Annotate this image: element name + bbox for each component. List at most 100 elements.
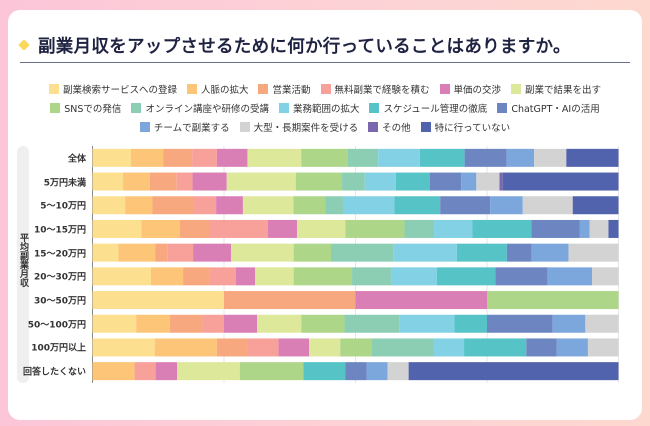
legend-label: チームで副業する <box>153 123 230 134</box>
bar-segment <box>136 314 170 333</box>
legend-item: 業務範囲の拡大 <box>278 101 359 115</box>
category-label: 回答したくない <box>22 367 86 378</box>
bar-segment <box>568 243 619 262</box>
legend-swatch <box>186 84 197 94</box>
legend-item: 特に行っていない <box>420 120 511 134</box>
legend-label: 特に行っていない <box>434 123 511 134</box>
bar-segment <box>331 243 394 262</box>
bar-segment <box>419 148 465 167</box>
bar-segment <box>167 243 194 262</box>
bar-segment <box>92 267 151 286</box>
bar-segment <box>344 314 400 333</box>
bar-segment <box>193 196 217 215</box>
bar-segment <box>226 172 296 191</box>
legend-item: ChatGPT・AIの活用 <box>497 101 600 115</box>
legend-swatch <box>420 122 431 132</box>
bar-segment <box>92 172 124 191</box>
bar-segment <box>268 219 297 238</box>
legend-item: SNSでの発信 <box>50 101 121 115</box>
category-label: 全体 <box>67 154 86 165</box>
bar-segment <box>150 267 184 286</box>
bar-segment <box>123 172 150 191</box>
legend-swatch <box>278 103 289 113</box>
bar-segment <box>579 219 590 238</box>
bar-segment <box>487 314 553 333</box>
legend-swatch <box>368 122 379 132</box>
bar-segment <box>239 362 304 381</box>
legend-item: 無料副業で経験を積む <box>320 82 430 96</box>
legend-label: 営業活動 <box>272 85 311 96</box>
bar-segment <box>193 243 231 262</box>
legend-label: ChatGPT・AIの活用 <box>511 104 600 115</box>
bar-segment <box>391 267 437 286</box>
bar-segment <box>394 196 441 215</box>
bar-segment <box>155 243 168 262</box>
legend-label: 大型・長期案件を受ける <box>253 123 359 134</box>
bar-segment <box>343 196 395 215</box>
legend-item: 副業検索サービスへの登録 <box>48 82 177 96</box>
legend-swatch <box>50 103 61 113</box>
bar-segment <box>202 314 224 333</box>
bar-segment <box>309 338 341 357</box>
legend-item: 副業で結果を出す <box>511 82 601 96</box>
legend-label: 無料副業で経験を積む <box>334 85 430 96</box>
legend-item: 営業活動 <box>258 82 311 96</box>
legend-swatch <box>320 84 331 94</box>
bar-segment <box>522 196 573 215</box>
legend-label: 副業で結果を出す <box>525 85 602 96</box>
bar-segment <box>556 338 588 357</box>
bar-segment <box>531 219 580 238</box>
bar-segment <box>152 196 194 215</box>
bar-segment <box>216 338 248 357</box>
category-label: 15～20万円 <box>33 249 86 260</box>
legend-label: オンライン講座や研修の受講 <box>145 104 269 115</box>
legend-swatch <box>369 103 380 113</box>
legend-row: チームで副業する 大型・長期案件を受ける その他 特に行っていない <box>0 120 650 134</box>
bar-segment <box>434 219 473 238</box>
title-divider <box>20 62 630 63</box>
legend-item: オンライン講座や研修の受講 <box>131 101 269 115</box>
bar-segment <box>345 362 367 381</box>
bar-segment <box>587 338 619 357</box>
legend-swatch <box>258 84 269 94</box>
bar-segment <box>572 196 619 215</box>
y-axis-label-background <box>17 146 29 383</box>
bar-segment <box>92 219 142 238</box>
bar-segment <box>347 148 379 167</box>
bar-segment <box>464 148 507 167</box>
legend-item: 単価の交渉 <box>439 82 501 96</box>
bar-segment <box>224 314 258 333</box>
bar-segment <box>255 267 294 286</box>
bar-segment <box>472 219 532 238</box>
bar-segment <box>92 196 126 215</box>
bar-segment <box>293 267 353 286</box>
bar-segment <box>393 243 457 262</box>
bar-segment <box>526 338 557 357</box>
bar-segment <box>506 243 532 262</box>
bar-segment <box>547 267 593 286</box>
bar-segment <box>534 148 567 167</box>
bar-segment <box>149 172 177 191</box>
legend-swatch <box>497 103 508 113</box>
bar-segment <box>92 362 135 381</box>
bar-segment <box>230 243 294 262</box>
bar-segment <box>456 243 507 262</box>
bar-segment <box>176 172 193 191</box>
bar-segment <box>278 338 310 357</box>
bar-segment <box>404 219 435 238</box>
bar-segment <box>355 291 487 310</box>
bar-segment <box>461 172 477 191</box>
category-label: 20～30万円 <box>33 272 86 283</box>
bar-segment <box>436 267 496 286</box>
bar-segment <box>141 219 180 238</box>
legend-item: 大型・長期案件を受ける <box>239 120 359 134</box>
bar-segment <box>490 196 523 215</box>
bar-segment <box>192 148 217 167</box>
bar-segment <box>169 314 203 333</box>
bar-segment <box>476 172 500 191</box>
bar-segment <box>340 338 372 357</box>
bar-segment <box>378 148 420 167</box>
bar-segment <box>293 243 332 262</box>
bar-segment <box>487 291 619 310</box>
